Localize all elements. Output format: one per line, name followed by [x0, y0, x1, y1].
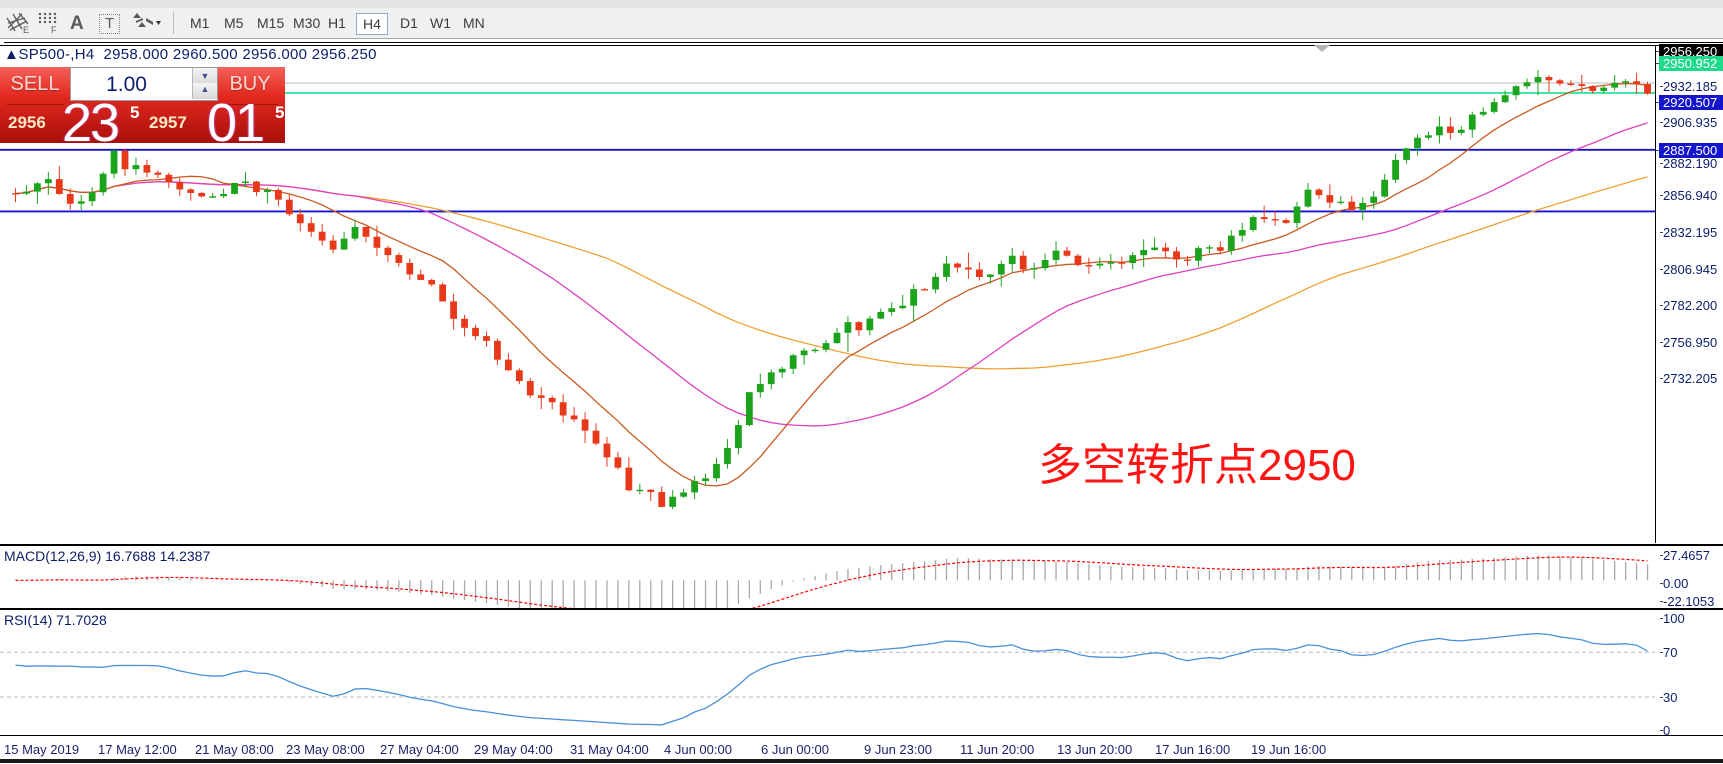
svg-text:F: F [51, 25, 57, 34]
svg-text:E: E [23, 25, 29, 34]
